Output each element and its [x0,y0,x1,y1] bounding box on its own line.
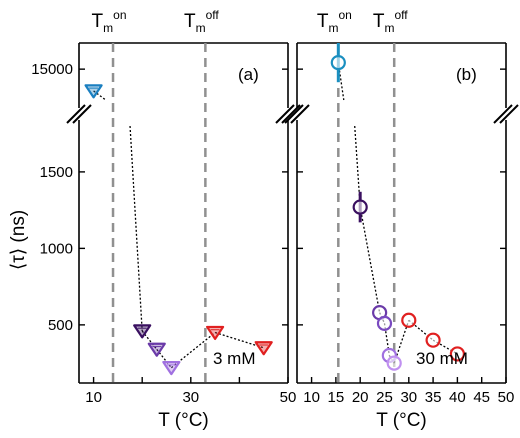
data-point-triangle [162,361,181,376]
x-tick-label: 45 [473,389,490,406]
x-tick-label: 20 [352,389,369,406]
panel-label: (a) [238,65,259,84]
data-point-circle [401,312,417,328]
x-tick-label: 10 [85,389,102,406]
axis-break-left [290,104,310,124]
tm-label: Tmon [92,8,127,35]
axis-break-right [275,104,295,124]
x-tick-label: 10 [303,389,320,406]
x-tick-label: 30 [182,389,199,406]
x-tick-label: 35 [425,389,442,406]
panel-a: Tmon Tmoff 10 30 50 500 1000 1500 15000 (a) 3 mM T … [31,8,301,431]
data-point-triangle [84,84,103,99]
link-line [93,90,107,101]
data-point-triangle [133,324,152,339]
data-point-triangle [147,342,166,357]
link-line [354,125,361,208]
axis-break-right [493,104,513,124]
data-point-circle [386,355,402,371]
x-axis-label: T (°C) [376,410,427,431]
concentration-label: 30 mM [416,349,468,368]
y-tick-label-upper: 15000 [31,61,73,78]
y-axis-label: ⟨τ⟩ (ns) [8,210,29,270]
tm-label: Tmoff [373,8,408,35]
tm-label: Tmoff [184,8,219,35]
panel-b: Tmon Tmoff 10 15 20 25 30 35 40 45 50 (b) 30 mM T (°C… [284,8,519,431]
data-point-circle [330,55,346,71]
x-tick-label: 15 [328,389,345,406]
y-tick-label: 500 [48,317,73,334]
concentration-label: 3 mM [213,349,256,368]
data-point-circle [352,199,368,215]
axis-break-right [499,104,519,124]
data-point-circle [425,332,441,348]
axis-break-left [66,104,86,124]
y-tick-label: 1000 [40,240,73,257]
x-tick-label: 50 [280,389,297,406]
data-point-circle [449,346,465,362]
axis-break-left [72,104,92,124]
x-tick-label: 40 [449,389,466,406]
link-line [359,206,381,313]
x-tick-label: 30 [400,389,417,406]
x-tick-label: 25 [376,389,393,406]
link-line [129,125,143,332]
tm-label: Tmon [317,8,352,35]
y-tick-label: 1500 [40,164,73,181]
panel-label: (b) [456,65,477,84]
x-tick-label: 50 [498,389,515,406]
link-line [214,331,264,349]
x-axis-label: T (°C) [158,410,209,431]
axis-break-left [284,104,304,124]
data-point-circle [376,315,393,331]
data-point-triangle [254,341,273,356]
